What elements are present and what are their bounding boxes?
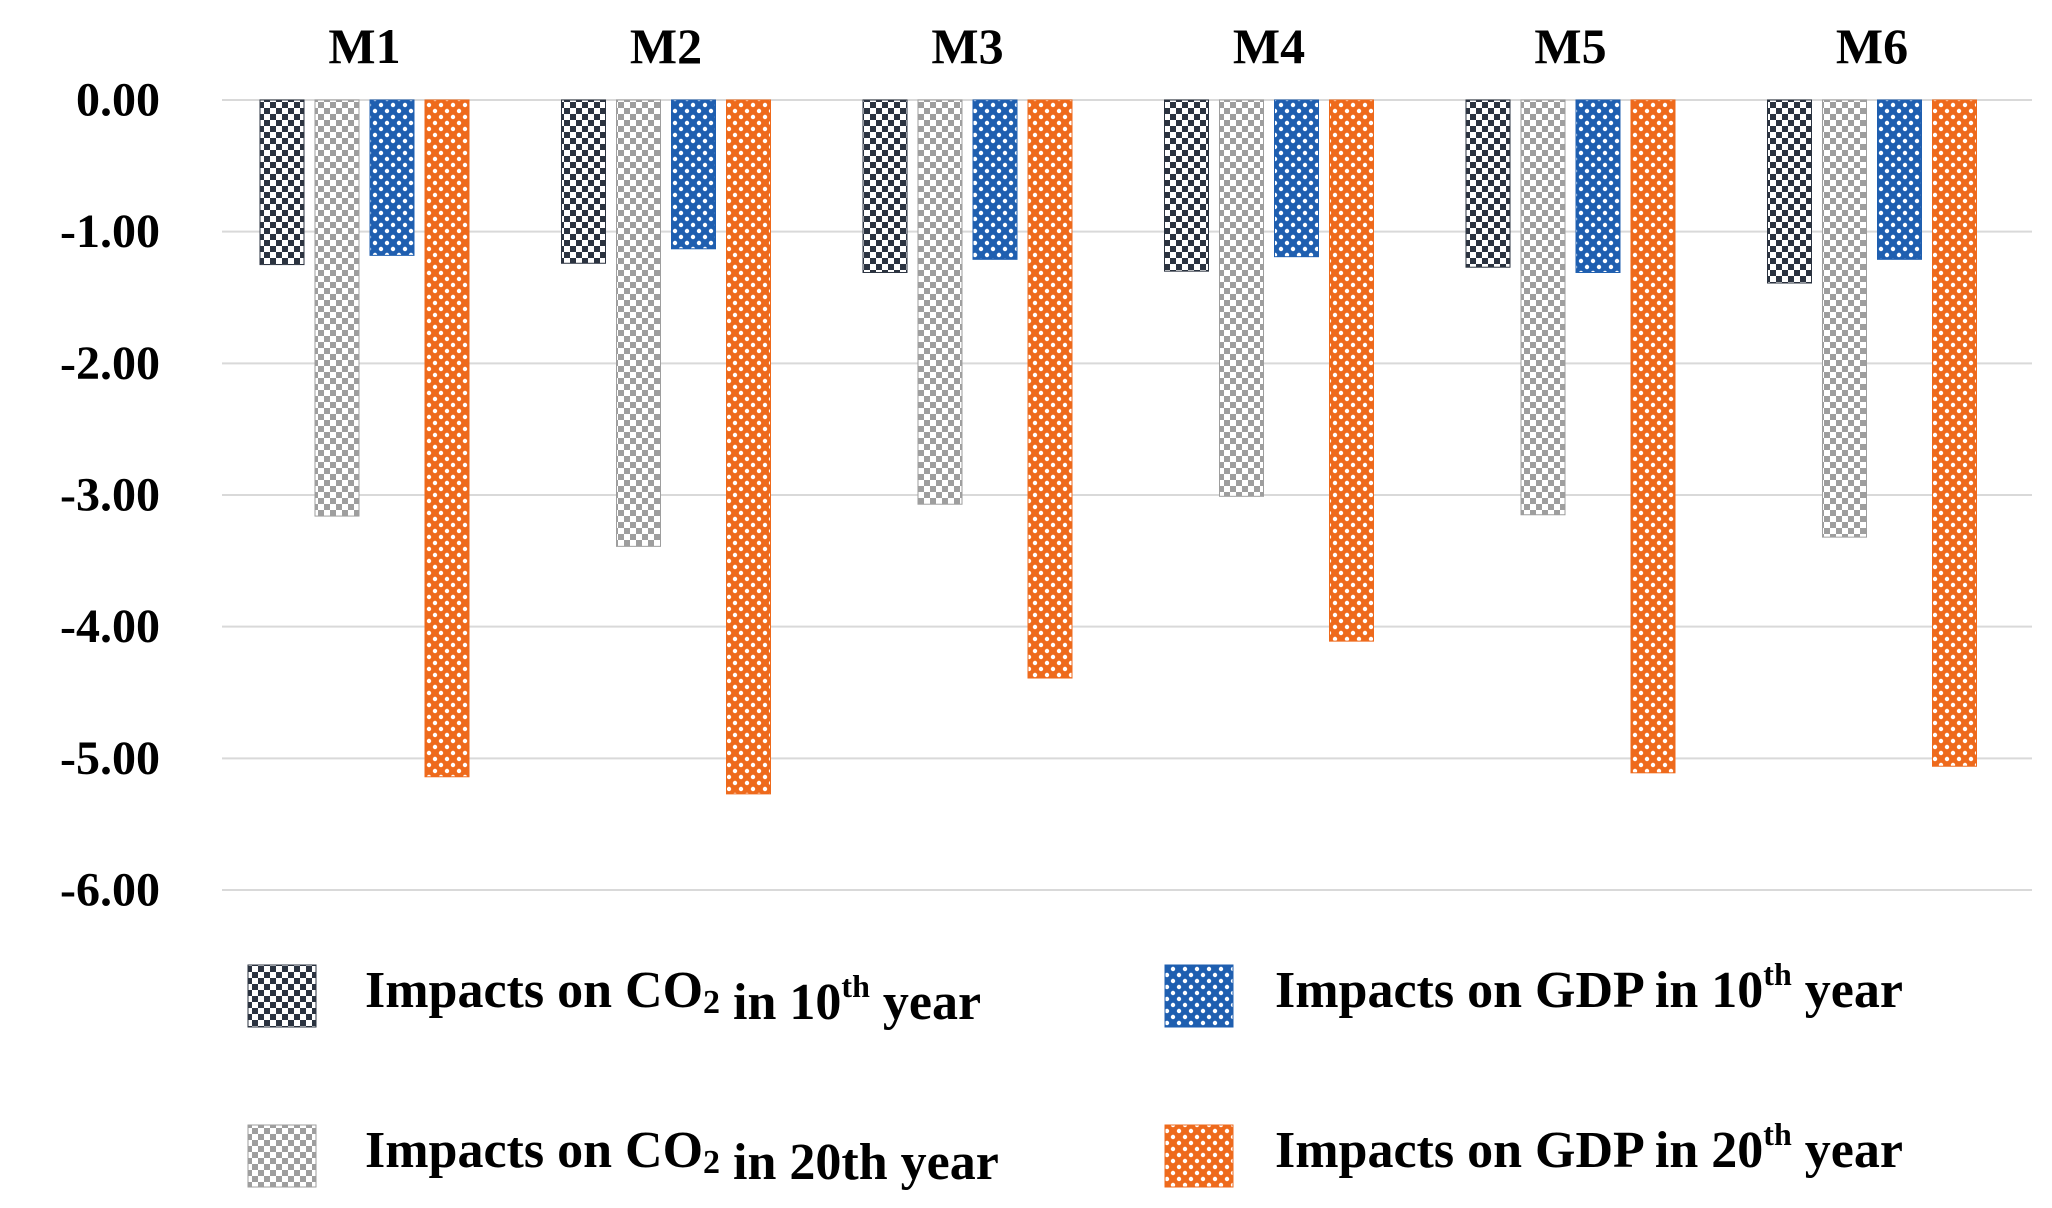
legend-label: Impacts on CO2 in 20th year: [365, 1122, 999, 1191]
bar: [862, 99, 908, 273]
bar: [561, 99, 606, 264]
bar: [1520, 99, 1566, 516]
y-tick-label: -1.00: [60, 205, 160, 258]
bar: [259, 99, 305, 266]
bar: [1767, 99, 1812, 284]
bars: [259, 99, 1977, 795]
bar: [1465, 99, 1511, 268]
legend-label: Impacts on GDP in 10th year: [1275, 956, 1903, 1019]
legend-swatch: [247, 1124, 317, 1188]
category-labels: M1 M2 M3 M4 M5 M6: [328, 18, 1908, 74]
bar: [1630, 99, 1676, 774]
category-label: M5: [1534, 18, 1606, 74]
bar: [726, 99, 771, 795]
bar: [1329, 99, 1374, 642]
legend-swatch: [1164, 964, 1234, 1028]
category-label: M1: [328, 18, 400, 74]
bar: [1027, 99, 1073, 679]
bar: [616, 99, 661, 547]
legend: Impacts on CO2 in 10th year Impacts on CO…: [247, 956, 1903, 1191]
bar: [1822, 99, 1867, 538]
bar: [369, 99, 415, 256]
legend-label: Impacts on CO2 in 10th year: [365, 962, 981, 1031]
bar: [1932, 99, 1977, 767]
y-tick-label: 0.00: [76, 74, 160, 127]
legend-swatch: [247, 964, 317, 1028]
y-tick-label: -6.00: [60, 864, 160, 917]
legend-label: Impacts on GDP in 20th year: [1275, 1116, 1903, 1179]
bar: [424, 99, 470, 778]
y-axis-tick-labels: 0.00 -1.00 -2.00 -3.00 -4.00 -5.00 -6.00: [60, 74, 160, 917]
legend-swatch: [1164, 1124, 1234, 1188]
bar: [972, 99, 1018, 260]
category-label: M2: [630, 18, 702, 74]
bar: [1219, 99, 1264, 497]
bar: [1575, 99, 1621, 273]
category-label: M4: [1233, 18, 1305, 74]
category-label: M6: [1836, 18, 1908, 74]
bar: [314, 99, 360, 517]
gridlines: [222, 99, 2032, 891]
y-tick-label: -4.00: [60, 600, 160, 653]
bar: [917, 99, 963, 505]
y-tick-label: -2.00: [60, 337, 160, 390]
y-tick-label: -5.00: [60, 732, 160, 785]
category-label: M3: [931, 18, 1003, 74]
bar: [1274, 99, 1319, 258]
bar: [1877, 99, 1922, 260]
bar: [1164, 99, 1209, 272]
y-tick-label: -3.00: [60, 469, 160, 522]
bar: [671, 99, 716, 250]
